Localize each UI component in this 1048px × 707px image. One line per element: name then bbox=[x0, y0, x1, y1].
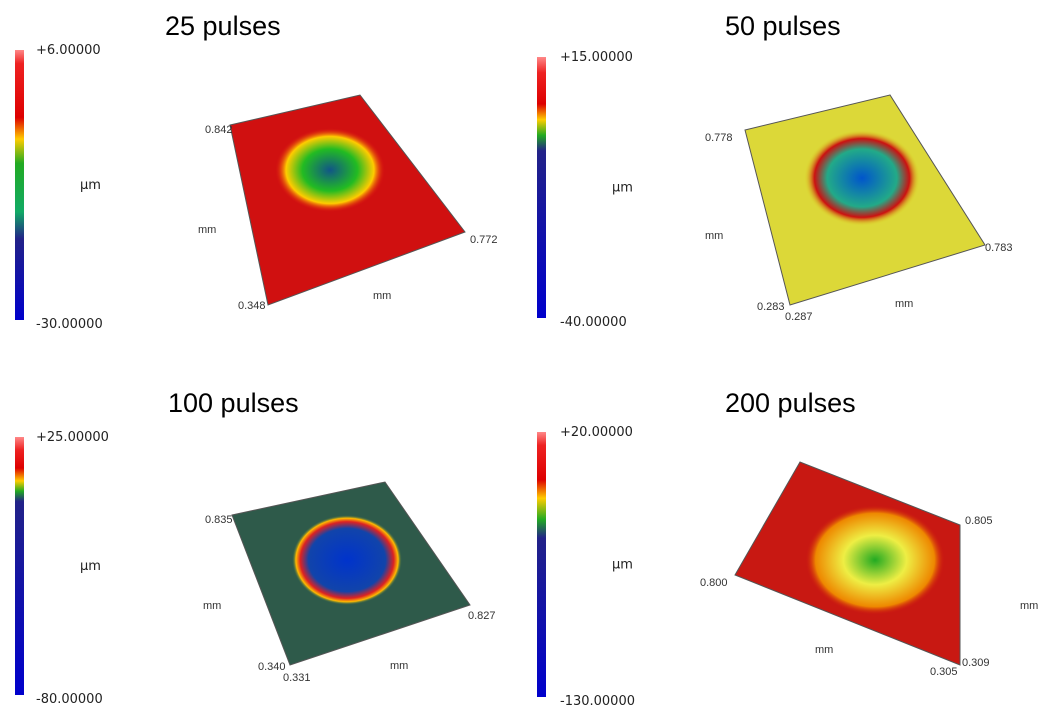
panel-title: 200 pulses bbox=[725, 388, 856, 418]
axis-label: 0.835 bbox=[205, 514, 233, 526]
crater bbox=[804, 130, 920, 226]
axis-label: 0.805 bbox=[965, 515, 993, 527]
colorbar bbox=[537, 432, 546, 697]
axis-label: 0.309 bbox=[962, 657, 990, 669]
axis-label: 0.340 bbox=[258, 661, 286, 673]
axis-label: 0.348 bbox=[238, 300, 266, 312]
axis-label: 0.800 bbox=[700, 577, 728, 589]
axis-label: mm bbox=[1020, 600, 1038, 612]
panel-title: 50 pulses bbox=[725, 11, 841, 41]
colorbar-unit: µm bbox=[80, 559, 101, 574]
axis-label: mm bbox=[705, 230, 723, 242]
colorbar bbox=[15, 437, 24, 695]
axis-label: mm bbox=[815, 644, 833, 656]
colorbar-unit: µm bbox=[80, 178, 101, 193]
axis-label: 0.283 bbox=[757, 301, 785, 313]
panel-title: 100 pulses bbox=[168, 388, 299, 418]
axis-label: 0.305 bbox=[930, 666, 958, 678]
crater bbox=[275, 128, 385, 212]
colorbar-max: +20.00000 bbox=[560, 425, 633, 440]
axis-label: mm bbox=[895, 298, 913, 310]
crater bbox=[805, 505, 945, 615]
axis-label: mm bbox=[198, 224, 216, 236]
colorbar-unit: µm bbox=[612, 558, 633, 573]
colorbar-min: -80.00000 bbox=[36, 692, 103, 707]
colorbar-max: +6.00000 bbox=[36, 43, 101, 58]
axis-label: mm bbox=[390, 660, 408, 672]
colorbar bbox=[537, 57, 546, 318]
colorbar-max: +25.00000 bbox=[36, 430, 109, 445]
axis-label: 0.772 bbox=[470, 234, 498, 246]
axis-label: mm bbox=[203, 600, 221, 612]
axis-label: 0.827 bbox=[468, 610, 496, 622]
colorbar-min: -130.00000 bbox=[560, 694, 635, 707]
axis-label: 0.287 bbox=[785, 311, 813, 323]
axis-label: 0.842 bbox=[205, 124, 233, 136]
colorbar-min: -30.00000 bbox=[36, 317, 103, 332]
crater bbox=[292, 515, 402, 605]
axis-label: mm bbox=[373, 290, 391, 302]
colorbar-unit: µm bbox=[612, 181, 633, 196]
axis-label: 0.778 bbox=[705, 132, 733, 144]
axis-label: 0.783 bbox=[985, 242, 1013, 254]
figure: 25 pulses +6.00000 µm -30.00000 0.842 0.772 0.… bbox=[0, 0, 1048, 707]
panel-title: 25 pulses bbox=[165, 11, 281, 41]
axis-label: 0.331 bbox=[283, 672, 311, 684]
colorbar bbox=[15, 50, 24, 320]
colorbar-min: -40.00000 bbox=[560, 315, 627, 330]
colorbar-max: +15.00000 bbox=[560, 50, 633, 65]
